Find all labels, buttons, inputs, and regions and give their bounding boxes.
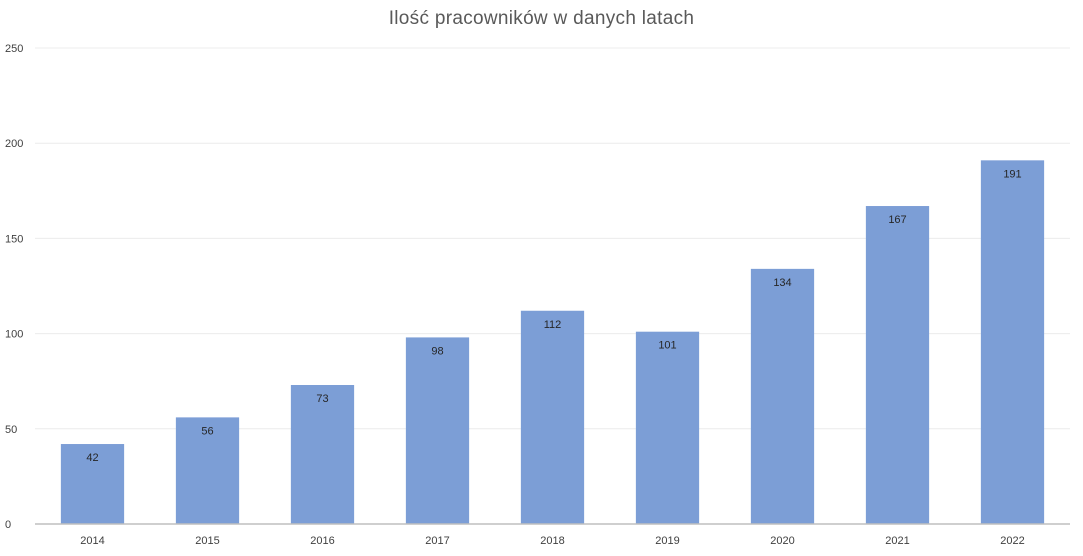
x-tick-label: 2021 [885,535,909,547]
bar-2020 [750,268,815,524]
data-label: 73 [316,393,328,405]
bar-2016 [290,385,355,524]
x-tick-label: 2017 [425,535,449,547]
y-axis-ticks: 0 50 100 150 200 250 [5,43,23,531]
data-label: 191 [1003,168,1021,180]
x-tick-label: 2020 [770,535,794,547]
y-tick-label: 0 [5,519,11,531]
y-tick-label: 250 [5,43,23,55]
bars [60,160,1045,525]
data-label: 112 [544,319,562,331]
data-label: 101 [658,340,676,352]
y-tick-label: 100 [5,329,23,341]
data-label: 98 [431,345,443,357]
y-tick-label: 150 [5,233,23,245]
bar-2018 [520,310,585,524]
data-labels: 42 56 73 98 112 101 134 167 191 [86,168,1021,464]
data-label: 167 [888,214,906,226]
data-label: 56 [201,425,213,437]
bar-2014 [60,444,125,524]
x-tick-label: 2018 [540,535,564,547]
bar-2021 [865,206,930,525]
bar-2017 [405,337,470,524]
x-axis-ticks: 2014 2015 2016 2017 2018 2019 2020 2021 2022 [80,535,1024,547]
data-label: 42 [86,452,98,464]
bar-2019 [635,331,700,524]
y-tick-label: 50 [5,424,17,436]
x-tick-label: 2016 [310,535,334,547]
x-tick-label: 2022 [1000,535,1024,547]
chart-title: Ilość pracowników w danych latach [388,8,695,29]
x-tick-label: 2015 [195,535,219,547]
bar-2015 [175,417,240,524]
y-tick-label: 200 [5,138,23,150]
x-tick-label: 2014 [80,535,104,547]
data-label: 134 [773,277,791,289]
bar-2022 [980,160,1045,524]
x-tick-label: 2019 [655,535,679,547]
